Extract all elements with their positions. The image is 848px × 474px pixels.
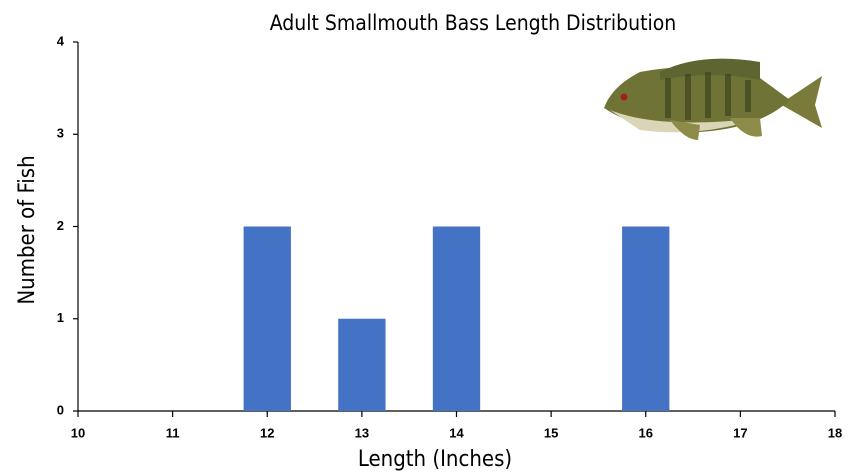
x-tick-label: 10 <box>71 425 85 440</box>
x-tick-label: 17 <box>733 425 747 440</box>
chart: Adult Smallmouth Bass Length Distributio… <box>0 0 848 474</box>
bar <box>433 227 480 412</box>
y-axis-title: Number of Fish <box>15 155 40 304</box>
bar <box>338 319 385 411</box>
x-tick-label: 15 <box>544 425 558 440</box>
x-tick-label: 16 <box>639 425 653 440</box>
x-axis-title: Length (Inches) <box>358 447 512 472</box>
x-tick-label: 14 <box>449 425 464 440</box>
y-tick-label: 4 <box>57 33 65 48</box>
chart-title: Adult Smallmouth Bass Length Distributio… <box>270 11 677 35</box>
x-tick-label: 18 <box>828 425 842 440</box>
bar <box>244 227 291 412</box>
y-tick-label: 2 <box>57 218 64 233</box>
y-tick-label: 0 <box>57 402 64 417</box>
y-tick-label: 1 <box>57 310 64 325</box>
y-tick-label: 3 <box>57 126 64 141</box>
x-tick-label: 13 <box>355 425 369 440</box>
fish-illustration <box>604 59 822 140</box>
x-tick-label: 11 <box>166 425 180 440</box>
x-tick-label: 12 <box>260 425 274 440</box>
bar <box>622 227 669 412</box>
